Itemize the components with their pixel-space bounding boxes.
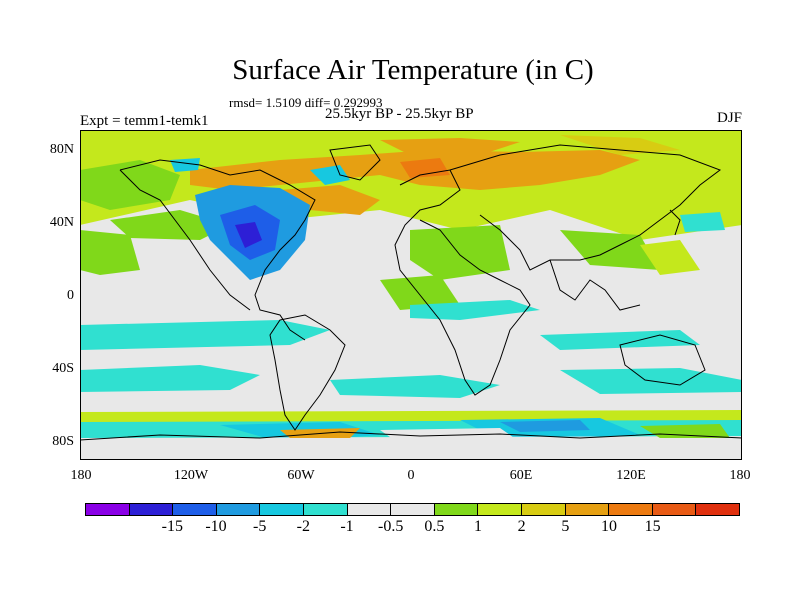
colorbar-label: -5 <box>252 518 267 535</box>
lon-label: 180 <box>729 468 751 483</box>
colorbar-swatch <box>260 504 304 515</box>
colorbar-label: 0.5 <box>424 518 445 535</box>
stats-text: rmsd= 1.5109 diff= 0.292993 <box>229 95 383 110</box>
colorbar-swatch <box>696 504 739 515</box>
colorbar-label: -1 <box>340 518 354 535</box>
colorbar-swatch <box>652 504 697 515</box>
colorbar-swatch <box>565 504 610 515</box>
colorbar-swatch <box>391 504 435 515</box>
lon-label: 120E <box>616 468 646 483</box>
colorbar-label: 2 <box>517 518 526 535</box>
colorbar-swatch <box>86 504 130 515</box>
colorbar-label: 15 <box>644 518 661 535</box>
colorbar-label: -10 <box>205 518 227 535</box>
lat-label: 80N <box>49 142 74 157</box>
lon-label: 0 <box>407 468 415 483</box>
lon-label: 180 <box>70 468 92 483</box>
colorbar-swatch <box>434 504 479 515</box>
colorbar-label: 10 <box>601 518 617 535</box>
colorbar-swatch <box>347 504 392 515</box>
colorbar-swatch <box>303 504 348 515</box>
lon-label: 60E <box>509 468 533 483</box>
period-text: 25.5kyr BP - 25.5kyr BP <box>325 106 474 122</box>
season-label: DJF <box>716 110 742 126</box>
colorbar-label: 5 <box>561 518 570 535</box>
lat-label: 80S <box>52 434 74 449</box>
colorbar-swatch <box>129 504 174 515</box>
colorbar-label: 1 <box>474 518 482 535</box>
lat-label: 0 <box>67 288 74 303</box>
experiment-label: Expt = temm1-temk1 <box>80 113 209 129</box>
colorbar-swatch <box>521 504 566 515</box>
lat-label: 40S <box>52 361 74 376</box>
colorbar-swatch <box>609 504 653 515</box>
colorbar-swatch <box>216 504 261 515</box>
lat-label: 40N <box>49 215 74 230</box>
colorbar-swatch <box>173 504 217 515</box>
colorbar-label: -15 <box>161 518 183 535</box>
colorbar-label: -2 <box>296 518 310 535</box>
colorbar-swatch <box>478 504 522 515</box>
temperature-map <box>80 130 742 460</box>
lon-label: 60W <box>287 468 315 483</box>
colorbar <box>85 503 740 516</box>
lon-label: 120W <box>173 468 209 483</box>
map-frame <box>80 130 742 460</box>
colorbar-label: -0.5 <box>377 518 404 535</box>
chart-title: Surface Air Temperature (in C) <box>232 54 594 86</box>
